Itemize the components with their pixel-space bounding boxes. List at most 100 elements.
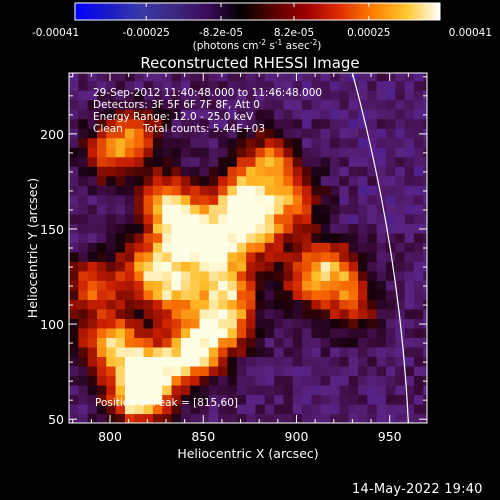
heatmap-cell (274, 394, 285, 405)
heatmap-cell (106, 175, 117, 186)
heatmap-cell (376, 128, 387, 139)
heatmap-cell (413, 175, 424, 186)
heatmap-cell (358, 318, 368, 329)
heatmap-cell (404, 147, 415, 158)
heatmap-cell (208, 223, 219, 234)
heatmap-cell (376, 204, 387, 215)
heatmap-cell (404, 270, 415, 281)
heatmap-cell (385, 242, 396, 253)
heatmap-cell (385, 118, 396, 129)
heatmap-cell (385, 261, 396, 272)
heatmap-cell (162, 318, 173, 329)
chart-title: Reconstructed RHESSI Image (140, 54, 359, 72)
heatmap-cell (264, 175, 275, 186)
heatmap-cell (376, 147, 387, 158)
heatmap-cell (208, 327, 219, 338)
heatmap-cell (115, 280, 126, 291)
heatmap-cell (404, 394, 415, 405)
heatmap-cell (143, 299, 154, 310)
heatmap-cell (358, 299, 368, 310)
heatmap-cell (385, 346, 396, 358)
heatmap-cell (264, 109, 275, 120)
heatmap-cell (134, 99, 145, 110)
heatmap-cell (246, 403, 257, 415)
heatmap-cell (348, 175, 359, 186)
image-heatmap (69, 73, 427, 423)
heatmap-cell (246, 232, 257, 243)
heatmap-cell (302, 365, 312, 377)
heatmap-cell (367, 73, 378, 82)
heatmap-cell (292, 73, 303, 82)
heatmap-cell (376, 384, 387, 396)
heatmap-cell (367, 251, 378, 262)
heatmap-cell (385, 80, 396, 91)
heatmap-cell (171, 375, 182, 386)
heatmap-cell (423, 128, 427, 139)
heatmap-cell (274, 346, 285, 358)
heatmap-cell (413, 109, 424, 120)
heatmap-cell (106, 90, 117, 101)
heatmap-cell (255, 261, 266, 272)
heatmap-cell (385, 147, 396, 158)
heatmap-cell (274, 80, 285, 91)
heatmap-cell (96, 90, 107, 101)
heatmap-cell (302, 384, 312, 396)
heatmap-cell (264, 147, 275, 158)
heatmap-cell (292, 232, 303, 243)
heatmap-cell (413, 413, 424, 423)
heatmap-cell (171, 232, 182, 243)
heatmap-cell (395, 147, 406, 158)
heatmap-cell (376, 118, 387, 129)
heatmap-cell (69, 337, 79, 348)
heatmap-cell (423, 194, 427, 205)
heatmap-cell (115, 251, 126, 262)
heatmap-cell (134, 346, 145, 358)
heatmap-cell (330, 223, 340, 234)
heatmap-cell (227, 194, 238, 205)
heatmap-cell (162, 166, 173, 177)
heatmap-cell (274, 375, 285, 386)
heatmap-cell (152, 73, 163, 82)
heatmap-cell (320, 299, 331, 310)
heatmap-cell (292, 156, 303, 167)
heatmap-cell (143, 80, 154, 91)
heatmap-cell (78, 175, 89, 186)
heatmap-cell (87, 337, 98, 348)
heatmap-cell (385, 318, 396, 329)
heatmap-cell (96, 99, 107, 110)
heatmap-cell (69, 204, 79, 215)
heatmap-cell (395, 261, 406, 272)
heatmap-cell (395, 80, 406, 91)
heatmap-cell (143, 356, 154, 367)
heatmap-cell (87, 99, 98, 110)
y-tick-label: 50 (48, 412, 64, 427)
heatmap-cell (115, 394, 126, 405)
heatmap-cell (367, 90, 378, 101)
heatmap-cell (115, 270, 126, 281)
heatmap-cell (283, 90, 294, 101)
heatmap-cell (283, 242, 294, 253)
heatmap-cell (264, 128, 275, 139)
heatmap-cell (413, 213, 424, 224)
heatmap-cell (283, 156, 294, 167)
heatmap-cell (274, 384, 285, 396)
heatmap-cell (376, 308, 387, 319)
heatmap-cell (208, 73, 219, 82)
heatmap-cell (218, 337, 229, 348)
heatmap-cell (292, 80, 303, 91)
heatmap-cell (218, 375, 229, 386)
heatmap-cell (180, 147, 191, 158)
heatmap-cell (96, 289, 107, 300)
heatmap-cell (134, 413, 145, 423)
heatmap-cell (404, 242, 415, 253)
heatmap-cell (87, 137, 98, 148)
heatmap-cell (143, 384, 154, 396)
heatmap-cell (283, 394, 294, 405)
heatmap-cell (413, 118, 424, 129)
heatmap-cell (69, 109, 79, 120)
heatmap-cell (395, 346, 406, 358)
heatmap-cell (367, 280, 378, 291)
heatmap-cell (227, 251, 238, 262)
heatmap-cell (78, 137, 89, 148)
heatmap-cell (180, 318, 191, 329)
